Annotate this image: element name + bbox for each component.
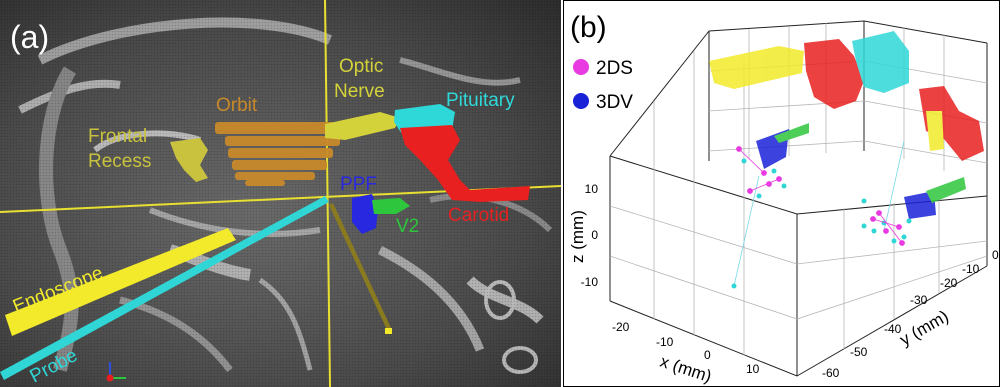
carotid-mesh-3d-2 (919, 86, 984, 161)
legend-2ds-marker (573, 59, 589, 75)
z-tick-10: 10 (585, 182, 599, 196)
y-tick-neg10: -10 (962, 262, 980, 276)
crosshair-vertical (324, 0, 331, 387)
legend-2ds-label: 2DS (596, 58, 633, 79)
ppf-label: PPF (340, 174, 377, 195)
x-tick-0: 0 (704, 348, 711, 362)
z-tick-0: 0 (591, 228, 598, 242)
endoscope-tool (5, 228, 236, 336)
ppf-mesh-3d-2 (904, 191, 936, 219)
trajectory-rod (329, 203, 392, 332)
x-axis: -20 -10 0 10 x (mm) (612, 320, 760, 386)
v2-mesh (372, 198, 410, 214)
plot-3d-panel: (b) 2DS 3DV 10 0 -10 z (mm) -20 -10 0 10… (563, 0, 1000, 387)
plot-grid (609, 23, 988, 355)
ct-panel: (a) Optic Nerve Pituitary Orbit Frontal … (0, 0, 561, 387)
y-tick-neg50: -50 (850, 345, 868, 359)
optic-nerve-label-2: Nerve (334, 81, 385, 102)
v2-mesh-3d (774, 123, 809, 143)
panel-a-label: (a) (10, 19, 49, 55)
legend: 2DS 3DV (573, 58, 633, 113)
y-tick-neg20: -20 (940, 276, 958, 290)
registration-points (731, 140, 912, 289)
plot-3d: (b) 2DS 3DV 10 0 -10 z (mm) -20 -10 0 10… (568, 11, 999, 386)
x-tick-neg10: -10 (656, 335, 674, 349)
ct-sagittal-view: (a) Optic Nerve Pituitary Orbit Frontal … (0, 0, 561, 387)
pituitary-label: Pituitary (446, 90, 515, 111)
probe-tool (0, 196, 329, 380)
x-tick-neg20: -20 (612, 320, 630, 334)
z-axis-title: z (mm) (568, 210, 587, 263)
x-tick-10: 10 (746, 362, 760, 376)
legend-3dv-marker (573, 93, 589, 109)
optic-nerve-label-1: Optic (339, 56, 383, 77)
panel-b-label: (b) (570, 11, 607, 44)
optic-nerve-mesh (325, 112, 400, 140)
ppf-mesh (352, 194, 378, 234)
y-tick-neg30: -30 (910, 293, 928, 307)
z-axis: 10 0 -10 z (mm) (568, 182, 598, 289)
y-tick-0: 0 (992, 248, 999, 262)
frontal-recess-label-1: Frontal (88, 126, 147, 147)
orbit-label: Orbit (216, 95, 258, 116)
rod-tip (385, 328, 392, 334)
y-tick-neg60: -60 (822, 366, 840, 380)
carotid-mesh-3d (804, 39, 864, 109)
y-axis: 0 -10 -20 -30 -40 -50 -60 y (mm) (822, 248, 999, 380)
optic-nerve-mesh-3d (709, 46, 804, 89)
pituitary-mesh-3d (852, 31, 909, 93)
orbit-mesh (215, 122, 340, 186)
z-tick-neg10: -10 (581, 275, 599, 289)
frontal-recess-mesh (170, 138, 208, 182)
anatomy-meshes-3d (709, 31, 984, 219)
legend-3dv-label: 3DV (596, 92, 633, 113)
y-tick-neg40: -40 (884, 322, 902, 336)
orientation-axes-icon (106, 362, 126, 382)
carotid-label: Carotid (448, 205, 509, 226)
v2-mesh-3d-2 (926, 177, 966, 203)
y-axis-title: y (mm) (897, 307, 952, 350)
v2-label: V2 (396, 216, 419, 237)
carotid-mesh (400, 125, 530, 202)
frontal-recess-label-2: Recess (88, 151, 151, 172)
optic-nerve-mesh-3d-2 (926, 111, 944, 151)
